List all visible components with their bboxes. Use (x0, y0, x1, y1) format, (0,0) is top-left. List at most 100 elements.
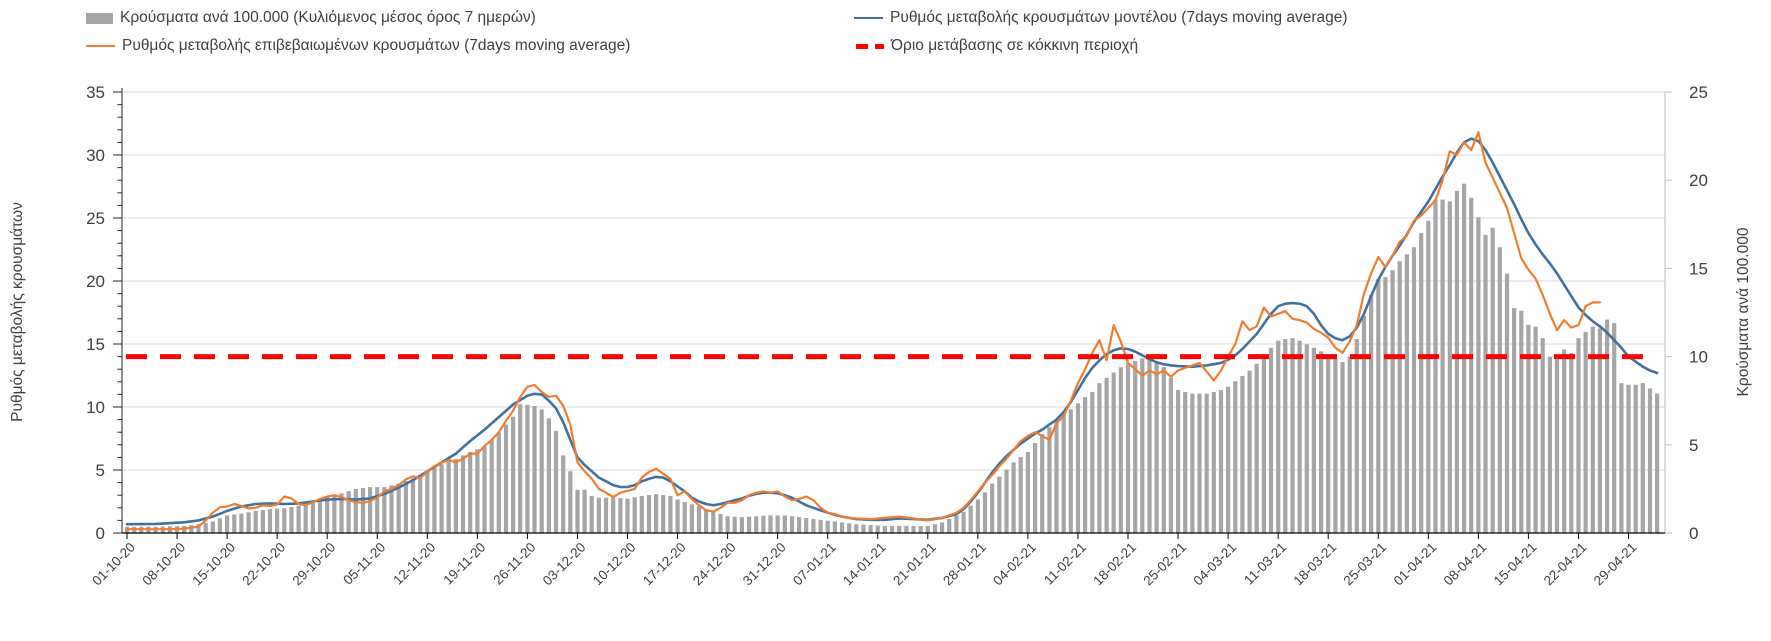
case-bar (496, 432, 501, 533)
case-bar (1619, 383, 1624, 533)
case-bar (1647, 388, 1653, 533)
legend-label-confirmed-rate: Ρυθμός μεταβολής επιβεβαιωμένων κρουσμάτ… (122, 37, 631, 54)
case-bar (1426, 220, 1431, 534)
case-bar (1161, 367, 1166, 533)
case-bar (832, 521, 837, 533)
x-axis-tick-label: 18-03-21 (1290, 540, 1339, 589)
case-bar (310, 500, 315, 533)
case-bar (847, 523, 852, 533)
case-bar (532, 406, 537, 533)
case-bar (1533, 326, 1538, 533)
case-bar (575, 489, 580, 533)
case-bar (1261, 354, 1266, 533)
x-axis-tick-label: 14-01-21 (840, 540, 889, 589)
case-bar (1183, 391, 1188, 533)
case-bar (203, 522, 208, 533)
case-bar (811, 518, 816, 533)
case-bar (661, 495, 666, 533)
case-bar (875, 525, 880, 533)
case-bar (1276, 340, 1281, 533)
case-bar (453, 458, 458, 533)
case-bar (1068, 409, 1073, 533)
x-axis-tick-label: 21-01-21 (890, 540, 939, 589)
case-bar (1390, 270, 1395, 533)
case-bar (232, 514, 237, 533)
case-bar (982, 492, 988, 533)
case-bar (1204, 393, 1209, 533)
case-bar (267, 509, 273, 533)
x-axis-tick-label: 17-12-20 (640, 540, 689, 589)
case-bar (868, 525, 873, 533)
x-axis-tick-label: 10-12-20 (590, 540, 639, 589)
case-bar (1411, 247, 1417, 533)
left-axis-title: Ρυθμός μεταβολής κρουσμάτων (9, 202, 26, 422)
case-bar (1562, 349, 1567, 533)
case-bar (432, 467, 437, 533)
right-axis-tick-label: 5 (1689, 436, 1698, 455)
case-bar (1554, 359, 1560, 533)
legend-label-cases-bars: Κρούσματα ανά 100.000 (Κυλιόμενος μέσος … (120, 9, 536, 26)
case-bar (1504, 273, 1510, 533)
x-axis-tick-label: 26-11-20 (490, 540, 538, 588)
case-bar (1612, 323, 1617, 533)
case-bar (754, 516, 759, 533)
case-bar (1218, 390, 1224, 533)
x-axis-tick-label: 25-03-21 (1341, 540, 1390, 589)
left-axis-tick-label: 30 (86, 146, 105, 165)
case-bar (460, 455, 466, 533)
right-axis-tick-label: 15 (1689, 259, 1708, 278)
case-bar (1590, 326, 1595, 533)
case-bar (818, 519, 823, 533)
x-axis-tick-label: 04-02-21 (990, 540, 1039, 589)
case-bar (1226, 386, 1231, 533)
case-bar (1147, 359, 1152, 533)
x-axis-tick-label: 25-02-21 (1140, 540, 1189, 589)
case-bar (911, 525, 916, 533)
case-bar (1340, 361, 1345, 533)
case-bar (375, 487, 380, 533)
case-bar (632, 497, 637, 533)
case-bar (360, 488, 366, 533)
case-bar (1497, 247, 1502, 533)
case-bar (210, 521, 215, 533)
case-bar (1326, 354, 1331, 533)
case-bar (196, 524, 201, 533)
case-bar (1047, 427, 1052, 533)
x-axis-tick-label: 29-04-21 (1591, 540, 1640, 589)
case-bar (1655, 393, 1660, 533)
case-bar (675, 499, 680, 533)
case-bar (1154, 361, 1159, 533)
case-bar (1569, 353, 1574, 533)
left-axis-tick-label: 0 (96, 524, 105, 543)
cases-bars-series (124, 183, 1660, 534)
case-bar (797, 517, 802, 533)
case-bar (1111, 372, 1116, 533)
case-bar (296, 505, 301, 533)
case-bar (1018, 457, 1023, 533)
case-bar (403, 481, 408, 533)
case-bar (940, 522, 945, 533)
legend-label-model-rate: Ρυθμός μεταβολής κρουσμάτων μοντέλου (7d… (890, 9, 1348, 26)
case-bar (1333, 358, 1338, 533)
case-bar (1640, 383, 1645, 533)
x-axis-tick-label: 22-04-21 (1541, 540, 1590, 589)
case-bar (1240, 376, 1245, 533)
case-bar (425, 471, 430, 533)
case-bar (1025, 451, 1030, 533)
case-bar (382, 487, 387, 533)
case-bar (589, 496, 594, 533)
red-dash-icon (856, 43, 884, 49)
case-bar (1254, 363, 1259, 533)
case-bar (1140, 358, 1145, 533)
line-series (125, 131, 1659, 531)
case-bar (775, 515, 780, 533)
right-axis-tick-label: 0 (1689, 524, 1698, 543)
left-axis-tick-label: 10 (86, 398, 105, 417)
case-bar (1268, 347, 1274, 533)
x-axis-tick-label: 01-04-21 (1391, 540, 1440, 589)
case-bar (918, 525, 923, 533)
case-bar (625, 498, 630, 533)
case-bar (1190, 393, 1195, 533)
x-axis-tick-label: 18-02-21 (1090, 540, 1139, 589)
case-bar (1075, 403, 1081, 533)
